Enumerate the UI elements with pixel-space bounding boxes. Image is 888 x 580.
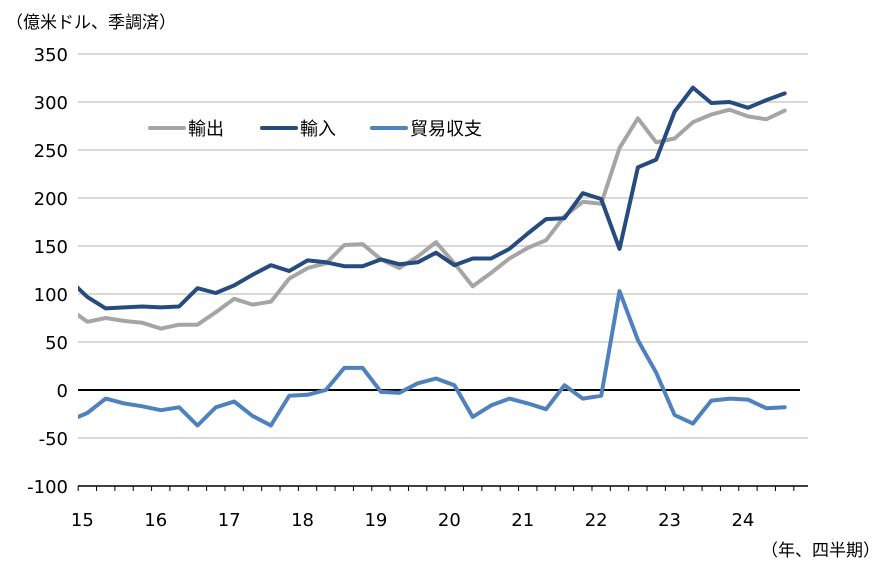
y-tick-label: 50 (45, 333, 68, 354)
x-tick-label: 15 (71, 510, 94, 531)
x-tick-label: 22 (585, 510, 608, 531)
y-tick-label: 350 (34, 45, 68, 66)
legend-label: 輸出 (188, 119, 224, 140)
y-tick-label: 250 (34, 141, 68, 162)
x-tick-label: 23 (658, 510, 681, 531)
y-tick-label: 0 (57, 381, 68, 402)
y-axis-unit-label: （億米ドル、季調済） (6, 13, 176, 33)
series-line-1 (69, 110, 785, 329)
x-tick-label: 20 (438, 510, 461, 531)
legend-label: 貿易収支 (410, 119, 482, 140)
x-tick-label: 18 (291, 510, 314, 531)
x-axis-unit-label: （年、四半期） (761, 541, 880, 561)
y-tick-label: -100 (27, 477, 68, 498)
y-tick-label: 200 (34, 189, 68, 210)
y-tick-label: -50 (39, 429, 68, 450)
x-tick-label: 19 (364, 510, 387, 531)
x-tick-label: 16 (144, 510, 167, 531)
y-tick-label: 150 (34, 237, 68, 258)
legend-label: 輸入 (300, 119, 336, 140)
x-tick-label: 21 (511, 510, 534, 531)
x-tick-label: 17 (218, 510, 241, 531)
y-tick-label: 100 (34, 285, 68, 306)
y-tick-label: 300 (34, 93, 68, 114)
series-line-3 (69, 291, 785, 425)
x-tick-label: 24 (731, 510, 754, 531)
